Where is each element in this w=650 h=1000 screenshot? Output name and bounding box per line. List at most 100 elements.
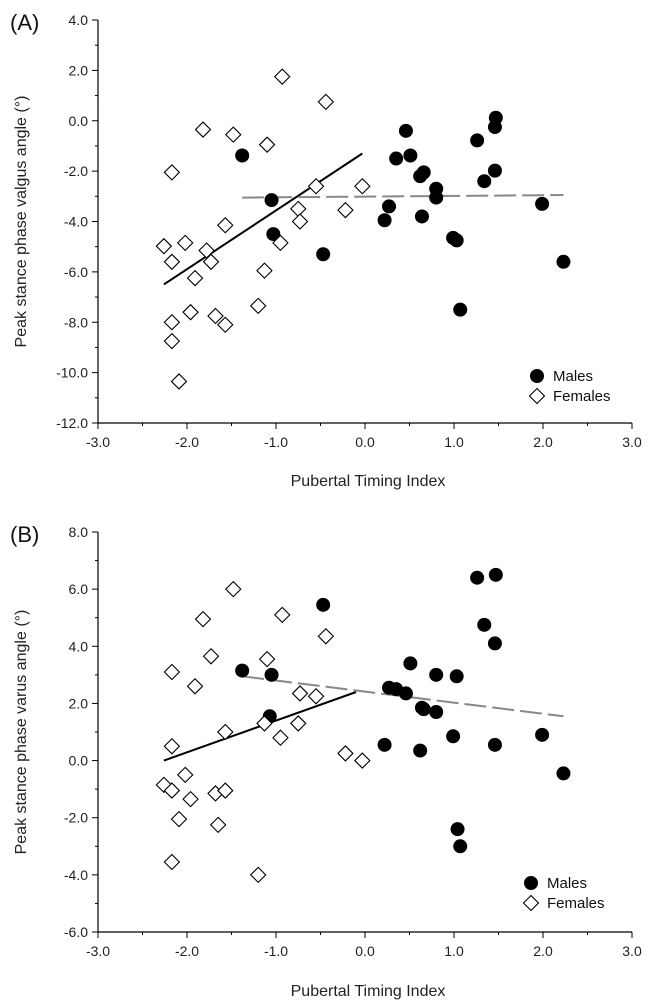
female-data-point	[216, 217, 234, 234]
female-data-point	[155, 237, 173, 255]
male-data-point	[446, 729, 461, 744]
y-tick-label: -8.0	[64, 314, 88, 330]
male-data-point	[414, 209, 429, 224]
y-tick-label: -2.0	[64, 163, 88, 179]
female-data-point	[163, 738, 181, 755]
x-axis-label: Pubertal Timing Index	[291, 983, 446, 1000]
female-data-point	[163, 313, 181, 331]
female-data-point	[249, 866, 267, 884]
x-tick-label: -2.0	[175, 943, 199, 959]
female-data-point	[258, 650, 276, 668]
male-data-point	[487, 737, 502, 752]
female-data-point	[198, 242, 215, 259]
female-data-point	[307, 177, 325, 195]
female-data-point	[216, 782, 234, 799]
male-data-point	[398, 123, 413, 138]
x-tick-label: 2.0	[533, 943, 553, 959]
y-tick-label: -12.0	[56, 415, 88, 431]
female-data-point	[182, 790, 199, 808]
male-data-point	[449, 669, 464, 684]
y-tick-label: 4.0	[69, 12, 89, 28]
legend-female-marker	[528, 387, 546, 405]
male-data-point	[316, 597, 331, 612]
male-data-point	[470, 570, 485, 585]
male-data-point	[266, 227, 281, 242]
female-data-point	[176, 234, 194, 252]
female-data-point	[307, 688, 325, 705]
female-data-point	[202, 253, 220, 271]
male-data-point	[235, 148, 250, 163]
female-data-point	[256, 262, 273, 279]
female-data-point	[163, 663, 181, 681]
female-data-point	[225, 126, 242, 143]
male-data-point	[488, 110, 503, 125]
male-data-point	[403, 656, 418, 671]
female-data-point	[291, 213, 309, 230]
female-data-point	[163, 164, 181, 181]
y-tick-label: -4.0	[64, 867, 88, 883]
y-tick-label: -4.0	[64, 214, 88, 230]
female-data-point	[272, 234, 289, 252]
female-data-point	[216, 723, 234, 741]
female-data-point	[209, 816, 227, 834]
female-data-point	[289, 715, 307, 732]
male-data-point	[403, 148, 418, 163]
legend-label: Females	[547, 895, 605, 912]
male-data-point	[264, 667, 279, 682]
female-data-point	[186, 678, 204, 695]
female-data-point	[273, 606, 291, 624]
x-tick-label: -3.0	[86, 434, 110, 450]
y-tick-label: -2.0	[64, 810, 88, 826]
x-tick-label: 0.0	[355, 434, 375, 450]
female-data-point	[317, 93, 335, 111]
x-tick-label: -3.0	[86, 943, 110, 959]
y-tick-label: -6.0	[64, 264, 88, 280]
legend-male-marker	[524, 876, 538, 890]
female-data-point	[186, 269, 204, 287]
female-data-point	[272, 729, 289, 746]
x-axis-label: Pubertal Timing Index	[291, 473, 446, 490]
male-data-point	[535, 727, 550, 742]
chart-panel: (A) 4.0 2.0 0.0 -2.0 -4.0 -6.0 -8.0 -10.0 -12.0 -3…	[10, 10, 642, 490]
male-data-point	[377, 737, 392, 752]
y-tick-label: 0.0	[69, 113, 89, 129]
y-tick-label: -6.0	[64, 924, 88, 940]
female-data-point	[337, 745, 354, 762]
x-tick-label: -1.0	[264, 434, 288, 450]
y-tick-label: 4.0	[69, 638, 89, 654]
x-tick-label: 3.0	[622, 943, 642, 959]
panel-tag: (B)	[10, 522, 39, 547]
male-data-point	[453, 839, 468, 854]
female-data-point	[225, 580, 242, 598]
x-tick-label: -2.0	[175, 434, 199, 450]
female-data-point	[182, 303, 199, 321]
male-data-point	[398, 686, 413, 701]
female-data-point	[202, 648, 220, 665]
female-data-point	[354, 752, 371, 769]
male-data-point	[556, 254, 571, 269]
y-tick-label: 6.0	[69, 581, 89, 597]
male-data-point	[449, 233, 464, 248]
male-data-point	[429, 190, 444, 205]
legend-label: Males	[553, 368, 593, 385]
female-data-point	[163, 782, 181, 799]
male-data-point	[429, 667, 444, 682]
x-tick-label: 1.0	[444, 943, 464, 959]
male-data-point	[556, 766, 571, 781]
male-data-point	[429, 705, 444, 719]
females-fit-line	[163, 152, 363, 286]
female-data-point	[170, 373, 188, 390]
x-tick-label: 0.0	[355, 943, 375, 959]
x-tick-label: 3.0	[622, 434, 642, 450]
female-data-point	[273, 68, 291, 85]
male-data-point	[477, 174, 492, 189]
female-data-point	[163, 853, 181, 871]
male-data-point	[235, 663, 250, 678]
chart-panel: (B) 8.0 6.0 4.0 2.0 0.0 -2.0 -4.0 -6.0 -3.0 -2.0 -1…	[10, 522, 642, 1000]
x-tick-label: -1.0	[264, 943, 288, 959]
female-data-point	[194, 610, 212, 628]
x-tick-label: 1.0	[444, 434, 464, 450]
y-tick-label: 0.0	[69, 753, 89, 769]
x-tick-label: 2.0	[533, 434, 553, 450]
